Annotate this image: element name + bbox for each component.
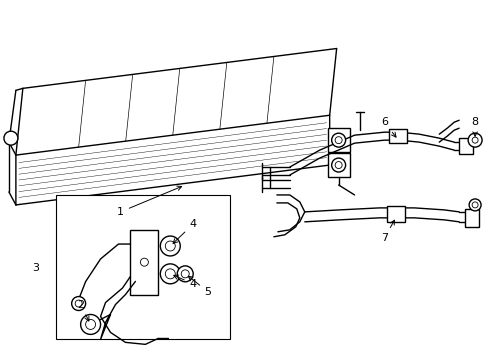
Circle shape (467, 133, 481, 147)
Circle shape (4, 131, 18, 145)
Circle shape (471, 202, 477, 208)
Circle shape (81, 315, 101, 334)
Circle shape (331, 158, 345, 172)
Circle shape (165, 241, 175, 251)
Bar (464, 209, 478, 227)
Text: 8: 8 (470, 117, 478, 136)
Circle shape (468, 199, 480, 211)
Bar (327, 153, 349, 177)
Bar (56, 195, 229, 339)
Text: 7: 7 (380, 220, 394, 243)
Text: 5: 5 (188, 276, 211, 297)
Text: 1: 1 (117, 186, 181, 217)
Text: 3: 3 (32, 263, 39, 273)
Circle shape (471, 137, 477, 143)
Circle shape (72, 297, 85, 310)
Circle shape (165, 269, 175, 279)
Circle shape (177, 266, 193, 282)
Bar (130, 230, 158, 294)
Circle shape (331, 133, 345, 147)
Circle shape (75, 300, 82, 307)
Circle shape (160, 236, 180, 256)
Bar (388, 129, 407, 143)
Text: 4: 4 (173, 219, 196, 243)
Circle shape (334, 162, 342, 168)
Text: 4: 4 (173, 275, 196, 289)
Bar (458, 138, 472, 154)
Bar (327, 128, 349, 152)
Circle shape (140, 258, 148, 266)
Circle shape (160, 264, 180, 284)
Text: 6: 6 (380, 117, 395, 137)
Circle shape (85, 319, 95, 329)
Circle shape (334, 137, 342, 144)
Circle shape (181, 270, 189, 278)
Bar (386, 206, 405, 222)
Text: 2: 2 (77, 300, 89, 321)
